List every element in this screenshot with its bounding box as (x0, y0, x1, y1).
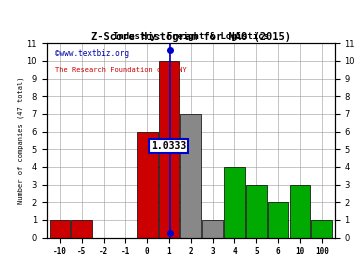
Text: ©www.textbiz.org: ©www.textbiz.org (55, 49, 130, 58)
Bar (311, 220, 332, 238)
Bar (289, 185, 310, 238)
Bar (224, 167, 245, 238)
Bar (159, 61, 179, 238)
Bar (202, 220, 223, 238)
Text: 1.0333: 1.0333 (151, 141, 186, 151)
Bar (180, 114, 201, 238)
Y-axis label: Number of companies (47 total): Number of companies (47 total) (17, 77, 24, 204)
Bar (50, 220, 70, 238)
Text: The Research Foundation of SUNY: The Research Foundation of SUNY (55, 66, 187, 73)
Bar (268, 202, 288, 238)
Text: Industry: Freight & Logistics: Industry: Freight & Logistics (113, 32, 269, 41)
Bar (137, 131, 158, 238)
Bar (71, 220, 92, 238)
Title: Z-Score Histogram for NAO (2015): Z-Score Histogram for NAO (2015) (91, 32, 291, 42)
Bar (246, 185, 267, 238)
